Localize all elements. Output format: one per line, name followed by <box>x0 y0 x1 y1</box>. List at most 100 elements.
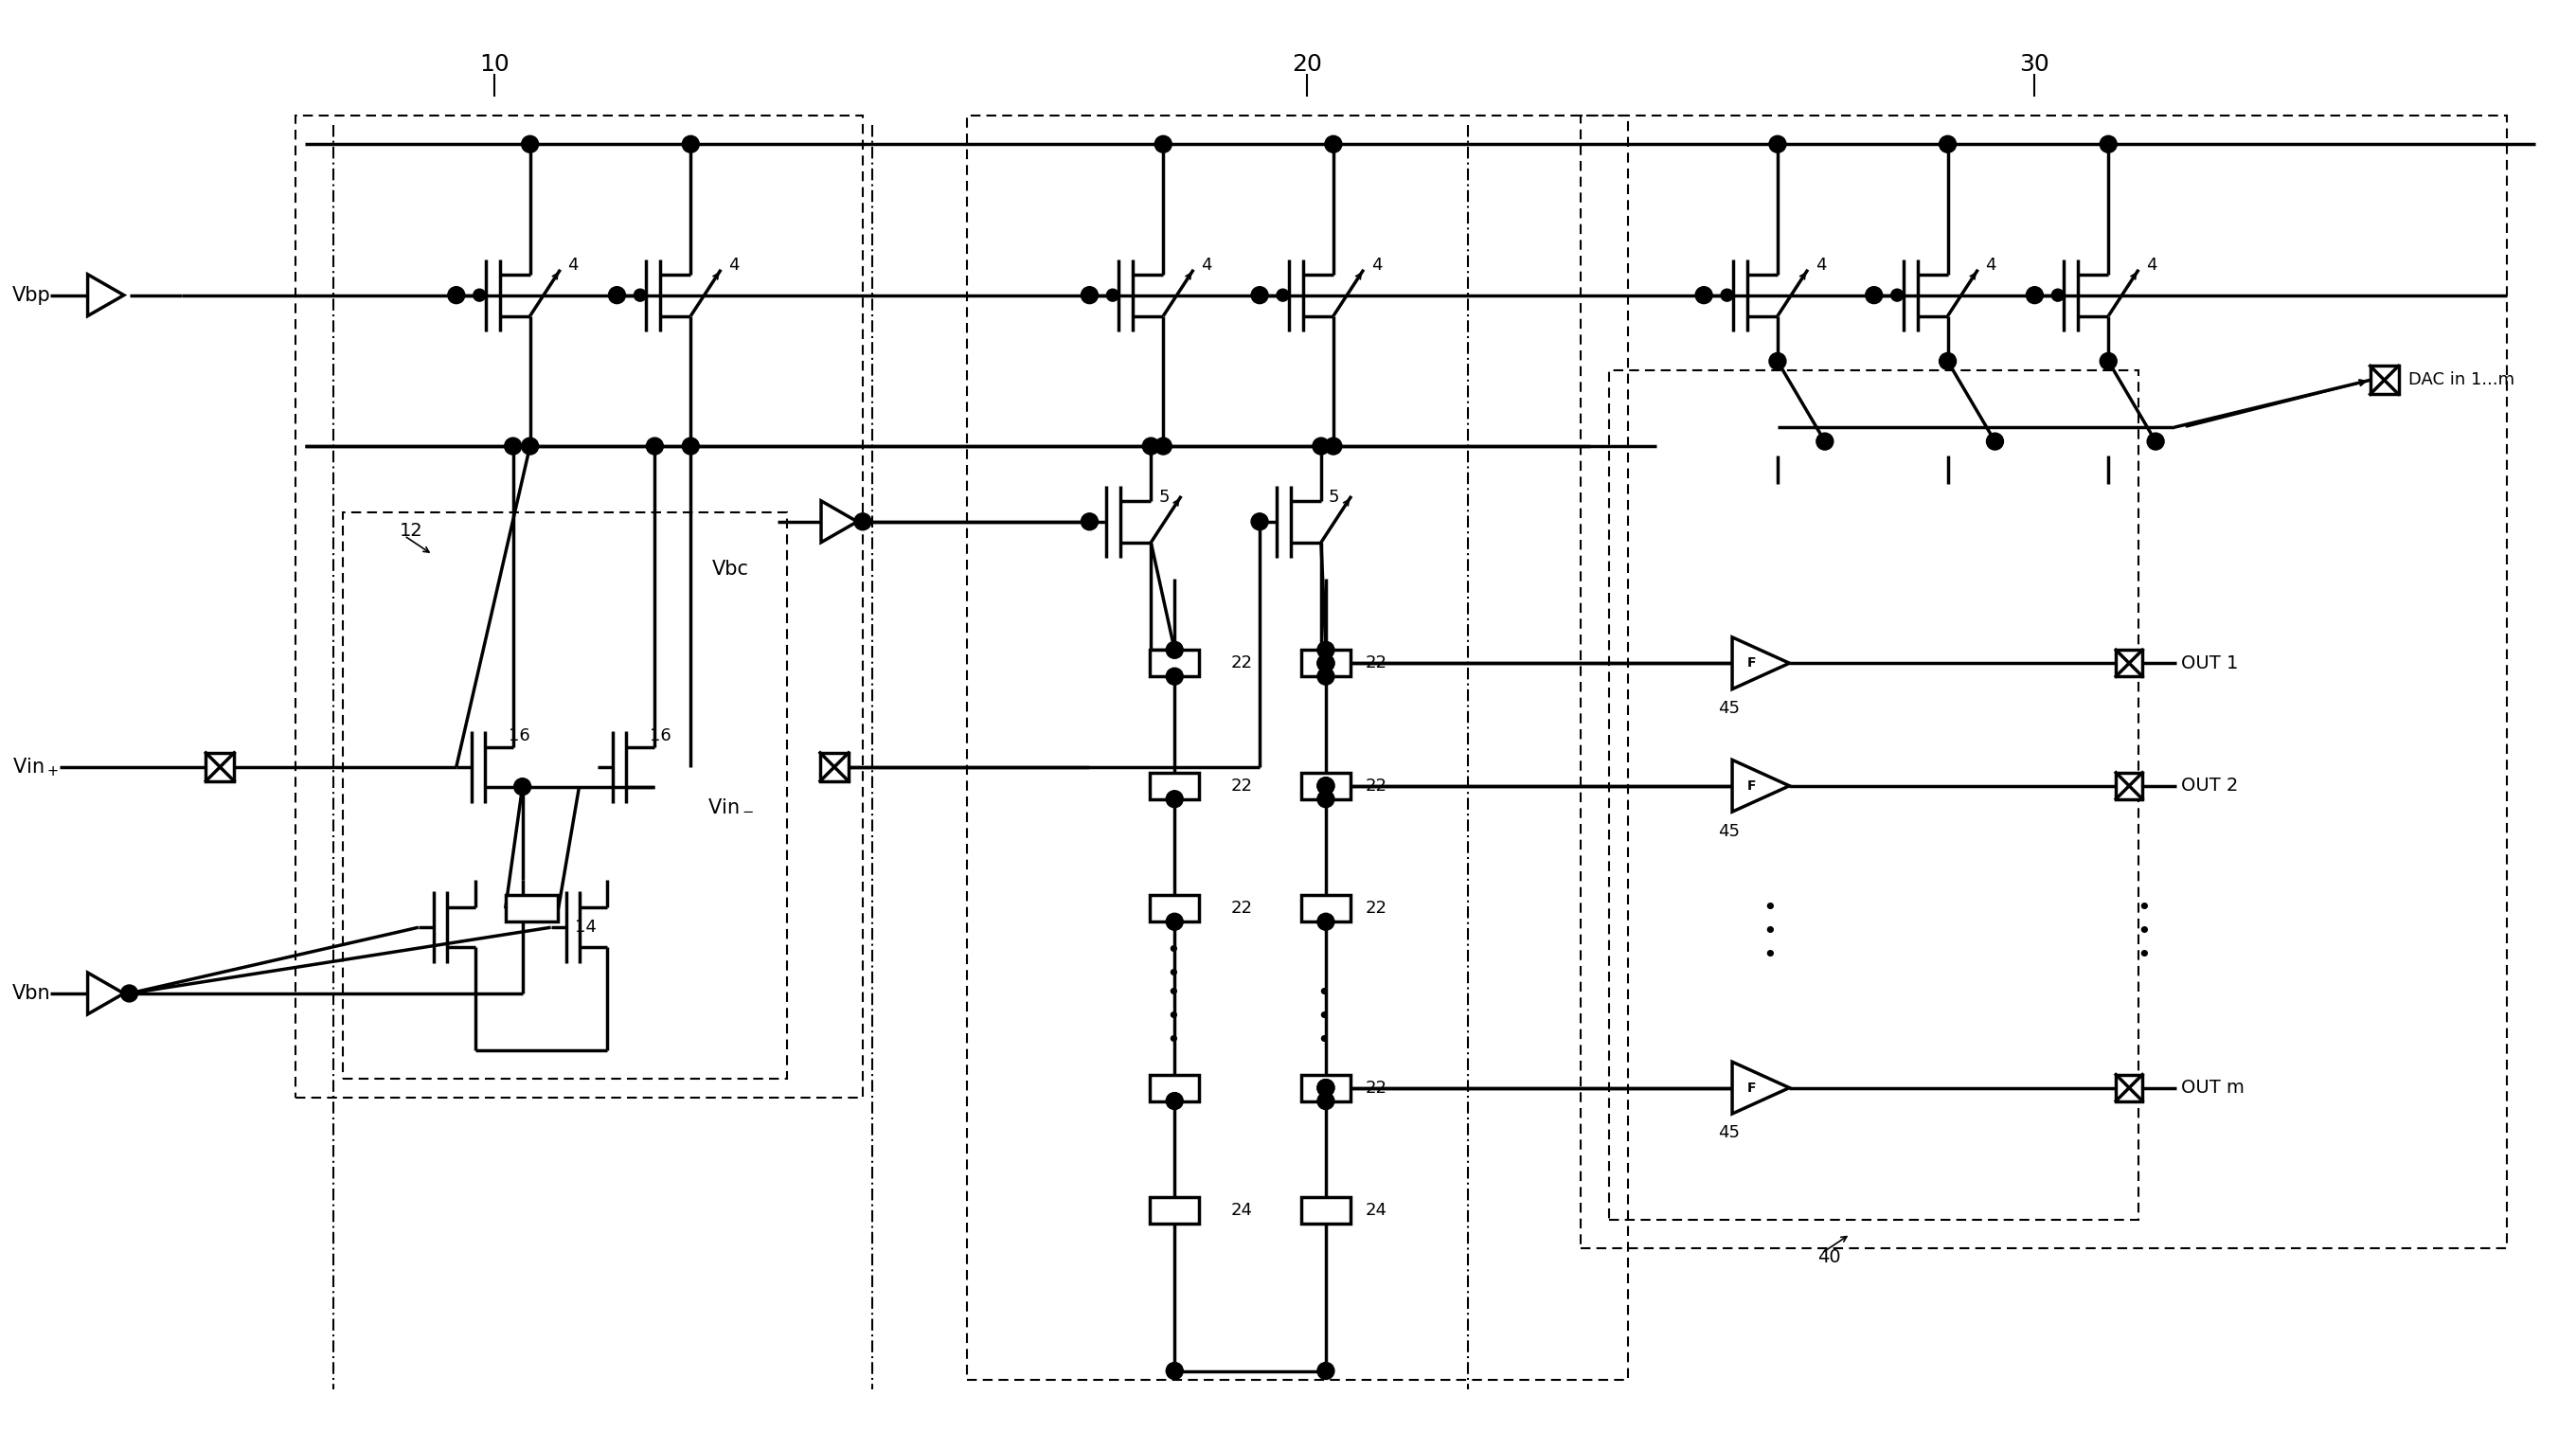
Text: 12: 12 <box>399 522 422 540</box>
Text: 30: 30 <box>2020 52 2050 75</box>
Circle shape <box>1316 1362 1334 1379</box>
Circle shape <box>2099 352 2117 369</box>
Circle shape <box>1108 288 1118 301</box>
Bar <box>1301 895 1350 922</box>
Bar <box>2115 1075 2143 1101</box>
Circle shape <box>515 778 531 796</box>
Circle shape <box>683 136 698 152</box>
Circle shape <box>448 287 464 304</box>
Text: 4: 4 <box>1370 256 1383 274</box>
Circle shape <box>1252 513 1267 530</box>
Text: 24: 24 <box>1231 1201 1252 1219</box>
Bar <box>1149 772 1200 798</box>
Circle shape <box>474 288 487 301</box>
Text: F: F <box>1747 656 1757 669</box>
Text: DAC in 1...m: DAC in 1...m <box>2409 371 2514 388</box>
Circle shape <box>1316 655 1334 672</box>
Text: 4: 4 <box>729 256 739 274</box>
Text: Vin$_+$: Vin$_+$ <box>13 756 59 778</box>
Circle shape <box>1324 136 1342 152</box>
Text: •: • <box>1316 1006 1332 1029</box>
Bar <box>1301 1075 1350 1101</box>
Text: •: • <box>1167 1006 1180 1029</box>
Bar <box>1149 651 1200 677</box>
Text: 45: 45 <box>1718 823 1739 839</box>
Circle shape <box>1141 438 1159 455</box>
Circle shape <box>1167 1093 1182 1110</box>
Circle shape <box>1940 136 1955 152</box>
Text: 45: 45 <box>1718 700 1739 717</box>
Circle shape <box>1314 438 1329 455</box>
Text: 14: 14 <box>574 919 595 936</box>
Bar <box>2115 651 2143 677</box>
Text: OUT 1: OUT 1 <box>2182 653 2239 672</box>
Circle shape <box>1986 433 2004 449</box>
Text: OUT m: OUT m <box>2182 1080 2244 1097</box>
Circle shape <box>1082 287 1097 304</box>
Bar <box>1301 1197 1350 1223</box>
Circle shape <box>1167 791 1182 807</box>
Circle shape <box>1940 352 1955 369</box>
Circle shape <box>1082 513 1097 530</box>
Circle shape <box>1816 433 1834 449</box>
Text: 45: 45 <box>1718 1124 1739 1142</box>
Text: •: • <box>1316 982 1332 1004</box>
Circle shape <box>1316 913 1334 930</box>
Circle shape <box>1316 777 1334 794</box>
Text: •: • <box>1167 1029 1180 1052</box>
Bar <box>1610 371 2138 1220</box>
Text: 4: 4 <box>1816 256 1826 274</box>
Circle shape <box>520 438 538 455</box>
Text: 16: 16 <box>649 727 672 745</box>
Text: 22: 22 <box>1365 777 1388 794</box>
Text: •: • <box>1167 982 1180 1004</box>
Bar <box>1149 1075 1200 1101</box>
Circle shape <box>1324 438 1342 455</box>
Circle shape <box>2148 433 2164 449</box>
Text: 10: 10 <box>479 52 510 75</box>
Text: F: F <box>1747 1081 1757 1094</box>
Text: 40: 40 <box>1816 1249 1842 1266</box>
Text: 4: 4 <box>567 256 580 274</box>
Text: Vbp: Vbp <box>13 285 52 304</box>
Text: 24: 24 <box>1365 1201 1388 1219</box>
Circle shape <box>1167 1362 1182 1379</box>
Bar <box>1582 116 2506 1248</box>
Circle shape <box>1770 352 1785 369</box>
Text: Vin$_-$: Vin$_-$ <box>708 796 755 814</box>
Circle shape <box>1167 642 1182 658</box>
Circle shape <box>2099 136 2117 152</box>
Circle shape <box>683 438 698 455</box>
Bar <box>296 116 863 1097</box>
Circle shape <box>855 513 871 530</box>
Text: •: • <box>1762 897 1777 920</box>
Bar <box>505 895 559 922</box>
Bar <box>2370 367 2398 394</box>
Bar <box>2115 772 2143 798</box>
Text: •: • <box>1167 939 1180 962</box>
Circle shape <box>634 288 647 301</box>
Text: •: • <box>1762 945 1777 966</box>
Text: 22: 22 <box>1365 900 1388 917</box>
Circle shape <box>1316 1080 1334 1097</box>
Circle shape <box>1278 288 1288 301</box>
Circle shape <box>1154 438 1172 455</box>
Text: •: • <box>1316 1029 1332 1052</box>
Text: 5: 5 <box>1329 488 1340 506</box>
Bar <box>343 511 788 1078</box>
Text: •: • <box>2136 945 2151 966</box>
Text: •: • <box>2136 920 2151 943</box>
Text: 20: 20 <box>1291 52 1321 75</box>
Circle shape <box>1167 668 1182 685</box>
Text: Vbc: Vbc <box>711 559 750 578</box>
Circle shape <box>2050 288 2063 301</box>
Circle shape <box>121 985 137 1001</box>
Text: OUT 2: OUT 2 <box>2182 777 2239 796</box>
Circle shape <box>647 438 662 455</box>
Circle shape <box>505 438 520 455</box>
Text: 4: 4 <box>1200 256 1211 274</box>
Text: •: • <box>2136 897 2151 920</box>
Circle shape <box>608 287 626 304</box>
Bar <box>1301 651 1350 677</box>
Bar <box>819 753 848 781</box>
